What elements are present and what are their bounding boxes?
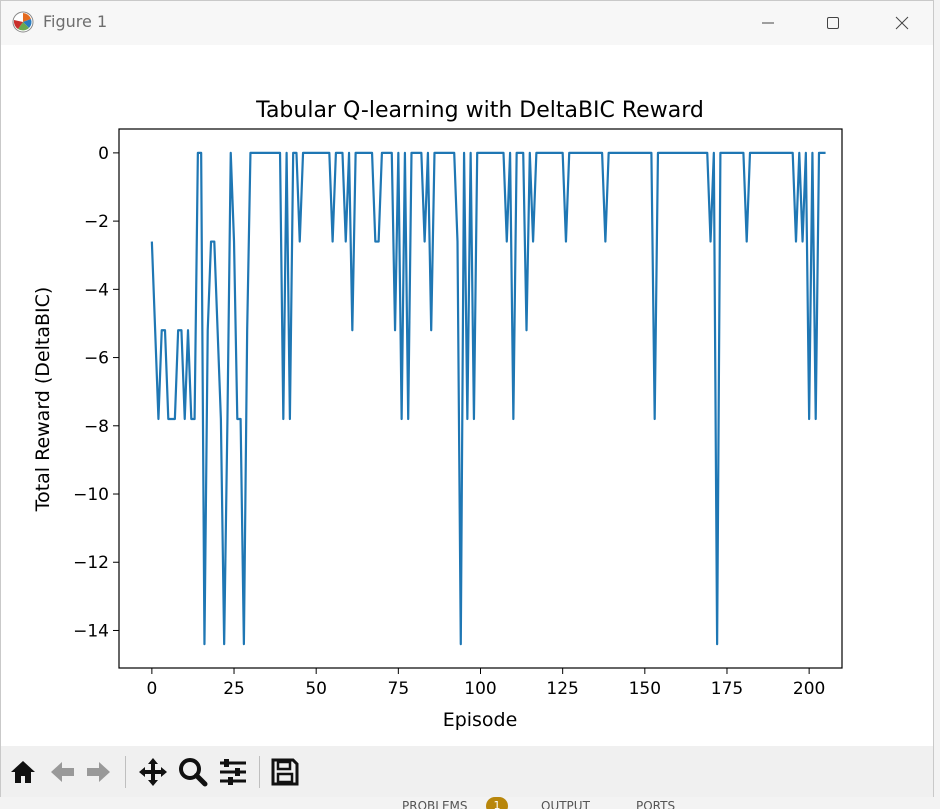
y-tick-label: −4	[84, 280, 109, 300]
forward-button[interactable]	[83, 756, 115, 788]
x-tick-label: 175	[711, 679, 743, 699]
y-tick-label: −8	[84, 417, 109, 437]
background-edge	[934, 0, 940, 797]
navigation-toolbar	[1, 746, 933, 797]
back-button[interactable]	[46, 756, 78, 788]
figure-window: Figure 1 Tabular Q-learning with DeltaBI…	[0, 0, 934, 797]
forward-arrow-icon	[87, 762, 110, 782]
x-axis-label: Episode	[443, 709, 518, 731]
x-tick-label: 75	[388, 679, 410, 699]
pan-move-icon	[139, 758, 167, 786]
zoom-magnifier-icon	[179, 758, 208, 787]
y-tick-label: −12	[73, 553, 109, 573]
figure-canvas[interactable]: Tabular Q-learning with DeltaBIC Reward …	[1, 45, 933, 746]
y-tick-label: 0	[98, 144, 109, 164]
toolbar-separator	[125, 756, 126, 788]
axis-ticks: 0 25 50 75 100 125 150 175 200 0 −2 −4 −6 −8 −10 −12 −14	[73, 144, 825, 699]
y-tick-label: −10	[73, 485, 109, 505]
title-bar: Figure 1	[1, 1, 933, 45]
x-tick-label: 0	[146, 679, 157, 699]
toolbar-separator	[259, 756, 260, 788]
x-tick-label: 25	[223, 679, 245, 699]
x-tick-label: 100	[464, 679, 496, 699]
window-title: Figure 1	[43, 12, 108, 31]
x-tick-label: 200	[793, 679, 825, 699]
editor-panel-tabs: PROBLEMS 1 OUTPUT PORTS	[0, 797, 940, 809]
close-icon	[895, 16, 909, 30]
series-group	[150, 151, 826, 646]
back-arrow-icon	[51, 762, 74, 782]
y-tick-label: −14	[73, 621, 109, 641]
configure-subplots-button[interactable]	[217, 756, 249, 788]
maximize-button[interactable]	[810, 7, 856, 39]
configure-subplots-icon	[220, 759, 246, 785]
badge-count: 1	[493, 799, 501, 809]
y-tick-label: −2	[84, 212, 109, 232]
zoom-button[interactable]	[177, 756, 209, 788]
save-button[interactable]	[269, 756, 301, 788]
home-icon	[11, 761, 35, 783]
minimize-button[interactable]	[745, 7, 791, 39]
save-floppy-icon	[271, 758, 299, 786]
tab-output[interactable]: OUTPUT	[541, 799, 590, 809]
problems-count-badge: 1	[486, 797, 508, 809]
y-axis-label: Total Reward (DeltaBIC)	[32, 287, 54, 513]
y-tick-label: −6	[84, 349, 109, 369]
line-chart: Tabular Q-learning with DeltaBIC Reward …	[32, 98, 843, 731]
series-line	[150, 151, 826, 646]
tab-ports[interactable]: PORTS	[636, 799, 676, 809]
axes-frame	[118, 128, 843, 669]
home-button[interactable]	[7, 756, 39, 788]
x-tick-label: 150	[629, 679, 661, 699]
maximize-icon	[827, 17, 839, 29]
pan-button[interactable]	[137, 756, 169, 788]
matplotlib-logo-icon	[12, 11, 34, 33]
tab-problems[interactable]: PROBLEMS	[402, 799, 468, 809]
x-tick-label: 50	[305, 679, 327, 699]
x-tick-label: 125	[546, 679, 578, 699]
chart-title: Tabular Q-learning with DeltaBIC Reward	[255, 98, 704, 123]
close-button[interactable]	[879, 7, 925, 39]
minimize-icon	[762, 22, 774, 24]
